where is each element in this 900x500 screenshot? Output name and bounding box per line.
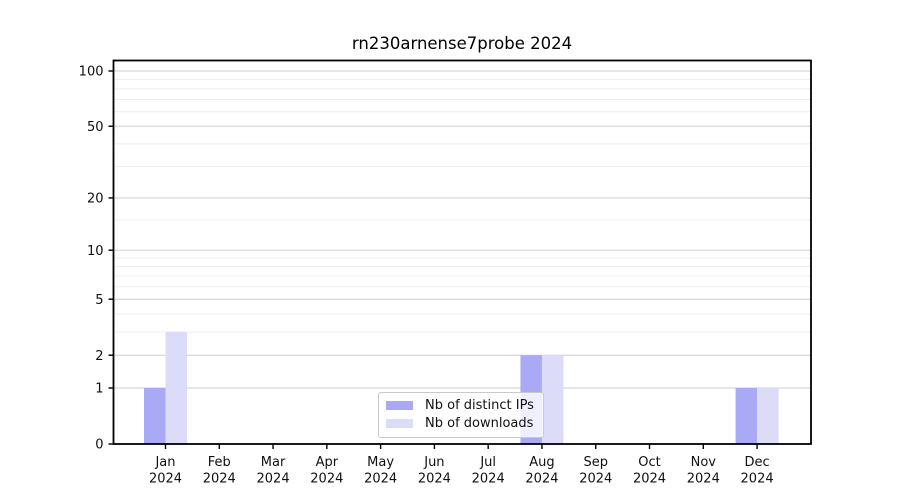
legend-item-distinct-ips: Nb of distinct IPs (386, 398, 534, 413)
x-tick-year-sep: 2024 (579, 472, 612, 487)
x-tick-year-aug: 2024 (525, 472, 558, 487)
x-tick-label-feb: Feb (208, 455, 231, 470)
legend-label-distinct-ips: Nb of distinct IPs (425, 398, 534, 413)
x-tick-year-may: 2024 (364, 472, 397, 487)
y-tick-label-2: 2 (95, 349, 103, 364)
bar-downloads-jan (165, 331, 187, 444)
y-tick-label-20: 20 (87, 192, 104, 207)
y-tick-label-100: 100 (79, 65, 104, 80)
x-tick-label-aug: Aug (529, 455, 554, 470)
x-tick-year-feb: 2024 (203, 472, 236, 487)
legend-swatch-distinct-ips (386, 401, 413, 410)
x-tick-year-mar: 2024 (257, 472, 290, 487)
y-tick-label-1: 1 (95, 382, 103, 397)
x-tick-label-mar: Mar (261, 455, 286, 470)
x-tick-label-apr: Apr (316, 455, 339, 470)
legend-item-downloads: Nb of downloads (386, 416, 534, 431)
x-tick-label-jul: Jul (479, 455, 496, 470)
x-tick-year-nov: 2024 (687, 472, 720, 487)
x-tick-year-dec: 2024 (741, 472, 774, 487)
x-tick-label-dec: Dec (745, 455, 770, 470)
x-tick-label-jun: Jun (423, 455, 444, 470)
y-tick-label-5: 5 (95, 293, 103, 308)
x-tick-label-oct: Oct (638, 455, 660, 470)
x-tick-label-sep: Sep (583, 455, 608, 470)
legend: Nb of distinct IPs Nb of downloads (378, 392, 544, 438)
bar-downloads-aug (541, 355, 564, 444)
legend-swatch-downloads (386, 419, 413, 428)
x-tick-year-jun: 2024 (418, 472, 451, 487)
x-tick-year-oct: 2024 (633, 472, 666, 487)
y-tick-label-10: 10 (87, 244, 104, 259)
x-tick-year-jan: 2024 (149, 472, 182, 487)
x-tick-year-jul: 2024 (472, 472, 505, 487)
y-tick-label-50: 50 (87, 120, 104, 135)
legend-label-downloads: Nb of downloads (425, 416, 534, 431)
chart-title: rn230arnense7probe 2024 (351, 34, 573, 53)
y-tick-label-0: 0 (95, 438, 103, 453)
bar-downloads-dec (757, 387, 779, 444)
plot-border (112, 59, 812, 445)
bar-distinct-ips-dec (735, 387, 758, 444)
x-tick-label-jan: Jan (154, 455, 175, 470)
x-tick-year-apr: 2024 (310, 472, 343, 487)
x-tick-label-may: May (367, 455, 394, 470)
x-tick-label-nov: Nov (691, 455, 717, 470)
bar-distinct-ips-jan (144, 387, 166, 444)
